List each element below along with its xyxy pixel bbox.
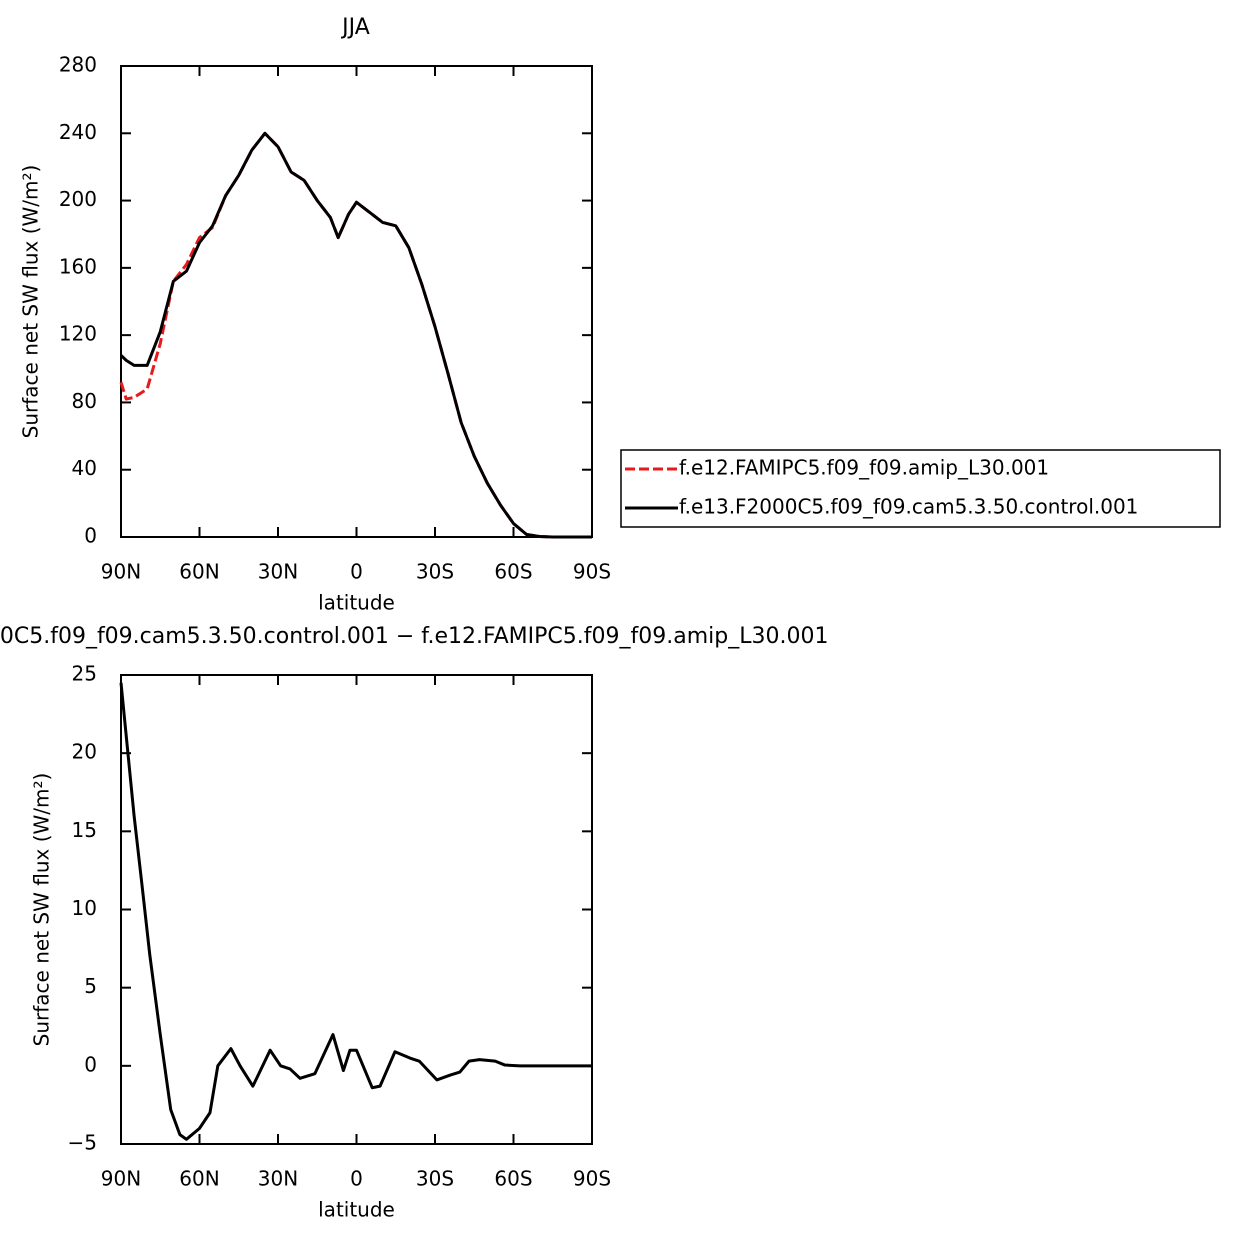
x-tick-label: 0 (350, 560, 363, 584)
x-tick-label: 60S (494, 1167, 532, 1191)
y-tick-label: 20 (72, 740, 97, 764)
x-tick-label: 60N (179, 560, 219, 584)
y-tick-label: 40 (72, 456, 97, 480)
x-tick-label: 90N (101, 1167, 141, 1191)
legend-box (620, 449, 1221, 528)
x-tick-label: 0 (350, 1167, 363, 1191)
y-tick-label: 280 (59, 53, 97, 77)
legend-label: f.e13.F2000C5.f09_f09.cam5.3.50.control.… (679, 495, 1138, 519)
x-tick-label: 90N (101, 560, 141, 584)
legend-label: f.e12.FAMIPC5.f09_f09.amip_L30.001 (679, 456, 1049, 480)
y-tick-label: 10 (72, 896, 97, 920)
y-tick-label: 5 (84, 974, 97, 998)
y-axis-label: Surface net SW flux (W/m²) (30, 773, 54, 1047)
y-tick-label: 25 (72, 662, 97, 686)
x-tick-label: 30N (258, 560, 298, 584)
x-tick-label: 30S (416, 560, 454, 584)
plot-frame (120, 65, 593, 538)
y-tick-label: −5 (68, 1131, 97, 1155)
y-axis-label: Surface net SW flux (W/m²) (19, 165, 43, 439)
y-tick-label: 15 (72, 818, 97, 842)
y-tick-label: 0 (84, 1052, 97, 1076)
chart-title: JJA (340, 15, 370, 40)
plot-frame (120, 674, 593, 1145)
x-tick-label: 90S (573, 1167, 611, 1191)
y-tick-label: 0 (84, 524, 97, 548)
x-tick-label: 60S (494, 560, 532, 584)
chart-title: f.e13.F2000C5.f09_f09.cam5.3.50.control.… (0, 624, 828, 649)
x-tick-label: 30S (416, 1167, 454, 1191)
x-tick-label: 90S (573, 560, 611, 584)
x-tick-label: 60N (179, 1167, 219, 1191)
x-axis-label: latitude (318, 1198, 395, 1222)
x-tick-label: 30N (258, 1167, 298, 1191)
series-line (119, 682, 592, 1141)
series-line (119, 131, 592, 539)
y-tick-label: 240 (59, 120, 97, 144)
x-axis-label: latitude (318, 591, 395, 615)
series-line (119, 131, 592, 539)
y-tick-label: 80 (72, 389, 97, 413)
y-tick-label: 160 (59, 254, 97, 278)
y-tick-label: 200 (59, 187, 97, 211)
y-tick-label: 120 (59, 322, 97, 346)
